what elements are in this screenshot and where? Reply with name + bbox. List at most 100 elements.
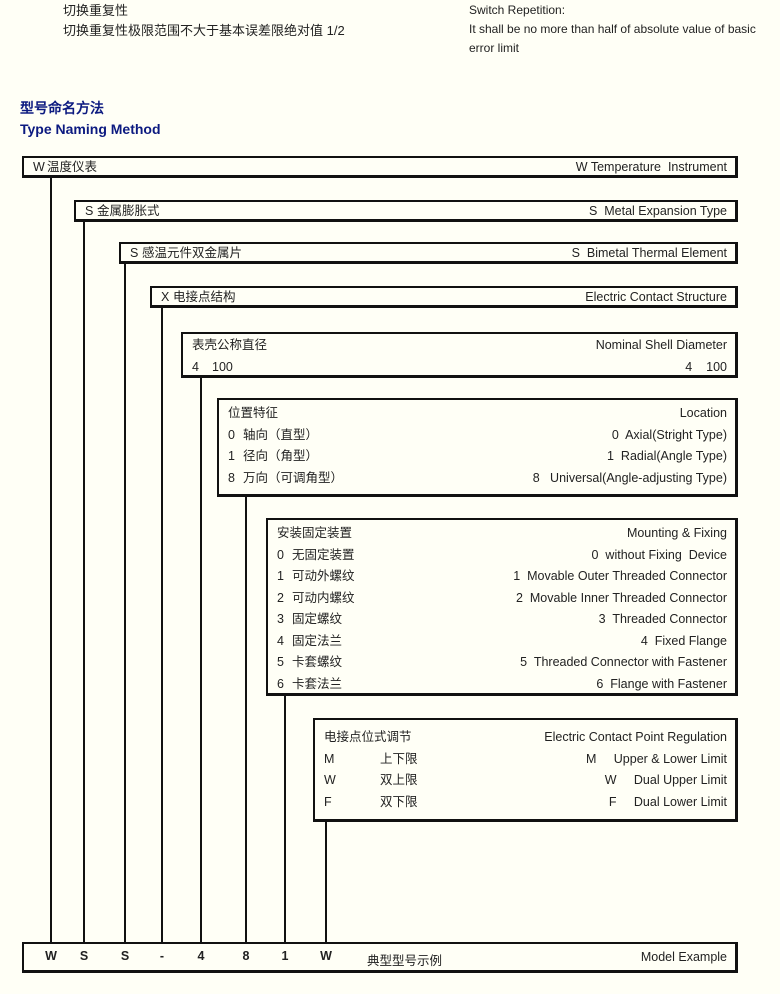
en-description: 1 Movable Outer Threaded Connector (513, 569, 727, 583)
box-left-row: F 双下限 (324, 792, 418, 814)
model-example-code: 1 (281, 949, 289, 963)
box-left-row: S 金属膨胀式 (85, 202, 160, 220)
cn-description: 感温元件双金属片 (142, 246, 243, 260)
cn-description: 双下限 (380, 794, 418, 809)
heading-en: Type Naming Method (20, 121, 161, 137)
naming-box-1: W 温度仪表 W Temperature Instrument (22, 156, 738, 178)
en-description: Electric Contact Structure (585, 290, 727, 304)
box-left-column: S 金属膨胀式 (85, 202, 160, 220)
naming-box-6: 位置特征 0 轴向（直型） 1 径向（角型） 8 万向（可调角型） Location 0 Axi… (217, 398, 738, 497)
box-left-row: 电接点位式调节 (324, 727, 418, 749)
model-example-code: S (120, 949, 130, 963)
code-letter: S (85, 204, 94, 218)
box-left-column: 电接点位式调节 M 上下限 W 双上限 F 双下限 (324, 727, 418, 813)
cn-description: 固定法兰 (292, 633, 343, 648)
code-letter: 1 (228, 449, 235, 463)
box-left-row: 0 轴向（直型） (228, 425, 343, 447)
en-description: 3 Threaded Connector (598, 612, 727, 626)
cn-description: 卡套螺纹 (292, 655, 343, 669)
connector-line (325, 822, 327, 942)
en-description: 4 Fixed Flange (640, 633, 727, 648)
cn-description: 电接点位式调节 (324, 730, 412, 744)
box-right-column: Mounting & Fixing 0 without Fixing Device… (513, 523, 727, 695)
naming-box-8: 电接点位式调节 M 上下限 W 双上限 F 双下限 Electric Contact Poin… (313, 718, 738, 822)
box-left-column: 位置特征 0 轴向（直型） 1 径向（角型） 8 万向（可调角型） (228, 403, 343, 489)
code-letter: W (324, 773, 336, 787)
code-letter: S (130, 246, 139, 260)
connector-line (245, 497, 247, 942)
heading-cn: 型号命名方法 (20, 100, 104, 116)
naming-box-5: 表壳公称直径 4 100 Nominal Shell Diameter 4 100 (181, 332, 738, 378)
naming-box-7: 安装固定装置 0 无固定装置 1 可动外螺纹 2 可动内螺纹 3 固定螺纹 4 固定法兰 5 卡套螺纹 6… (266, 518, 738, 696)
en-description: Mounting & Fixing (626, 526, 727, 540)
code-letter: 0 (228, 427, 235, 442)
switch-repetition-en-title: Switch Repetition: (469, 3, 566, 17)
model-example-code: 8 (242, 949, 250, 963)
box-left-row: 6 卡套法兰 (277, 674, 355, 696)
en-description: S Bimetal Thermal Element (571, 246, 727, 260)
code-letter: 6 (277, 676, 284, 691)
box-left-row: 2 可动内螺纹 (277, 588, 355, 610)
en-description: F Dual Lower Limit (608, 794, 727, 809)
model-example-code: S (79, 949, 89, 963)
en-description: 6 Flange with Fastener (596, 676, 727, 691)
model-example-en-label: Model Example (640, 950, 727, 964)
code-letter: 1 (277, 569, 284, 583)
box-right-column: Nominal Shell Diameter 4 100 (596, 335, 727, 378)
box-left-row: 1 可动外螺纹 (277, 566, 355, 588)
en-description: S Metal Expansion Type (588, 204, 727, 218)
en-description: W Temperature Instrument (575, 160, 727, 174)
code-letter: 4 (192, 359, 199, 374)
cn-description: 轴向（直型） (243, 427, 319, 442)
cn-description: 无固定装置 (292, 547, 355, 562)
code-letter: 5 (277, 655, 284, 669)
box-left-row: 4 固定法兰 (277, 631, 355, 653)
code-letter: M (324, 751, 335, 766)
code-letter: 8 (228, 470, 235, 485)
box-left-row: X 电接点结构 (161, 288, 236, 306)
box-left-column: S 感温元件双金属片 (130, 244, 242, 262)
box-left-column: X 电接点结构 (161, 288, 236, 306)
en-description: Electric Contact Point Regulation (544, 730, 727, 744)
cn-description: 固定螺纹 (292, 612, 343, 626)
box-left-row: 5 卡套螺纹 (277, 652, 355, 674)
cn-description: 双上限 (380, 773, 418, 787)
en-description: 5 Threaded Connector with Fastener (520, 655, 727, 669)
en-description: M Upper & Lower Limit (585, 751, 727, 766)
box-right-column: Location 0 Axial(Stright Type) 1 Radial(An… (533, 403, 727, 489)
cn-description: 100 (212, 359, 233, 374)
box-left-row: 4 100 (192, 357, 267, 379)
box-right-column: W Temperature Instrument (576, 158, 727, 176)
model-example-cn-label: 典型型号示例 (367, 954, 443, 968)
cn-description: 可动内螺纹 (292, 590, 355, 605)
en-description: 2 Movable Inner Threaded Connector (515, 590, 727, 605)
code-letter: 3 (277, 612, 284, 626)
box-left-row: W 温度仪表 (33, 158, 97, 176)
switch-repetition-cn-text: 切换重复性极限范围不大于基本误差限绝对值 1/2 (63, 23, 345, 38)
connector-line (284, 696, 286, 942)
connector-line (83, 222, 85, 942)
code-letter: F (324, 794, 332, 809)
box-left-column: 表壳公称直径 4 100 (192, 335, 267, 378)
code-letter: 4 (277, 633, 284, 648)
cn-description: 可动外螺纹 (292, 569, 355, 583)
box-left-row: 位置特征 (228, 403, 343, 425)
connector-line (161, 308, 163, 942)
en-description: 4 100 (685, 359, 727, 374)
code-letter: 0 (277, 547, 284, 562)
box-left-row: 1 径向（角型） (228, 446, 343, 468)
cn-description: 卡套法兰 (292, 676, 343, 691)
cn-description: 表壳公称直径 (192, 338, 268, 352)
connector-line (124, 264, 126, 942)
model-example-code: W (320, 949, 332, 963)
box-left-row: 8 万向（可调角型） (228, 468, 343, 490)
model-example-code: 4 (197, 949, 205, 963)
box-left-column: 安装固定装置 0 无固定装置 1 可动外螺纹 2 可动内螺纹 3 固定螺纹 4 固定法兰 5 卡套螺纹 6… (277, 523, 355, 695)
box-right-column: S Metal Expansion Type (589, 202, 727, 220)
box-right-column: Electric Contact Structure (585, 288, 727, 306)
switch-repetition-en-text-1: It shall be no more than half of absolut… (469, 22, 756, 36)
naming-box-3: S 感温元件双金属片 S Bimetal Thermal Element (119, 242, 738, 264)
en-description: 0 Axial(Stright Type) (611, 427, 727, 442)
en-description: Location (679, 406, 727, 420)
connector-line (200, 378, 202, 942)
